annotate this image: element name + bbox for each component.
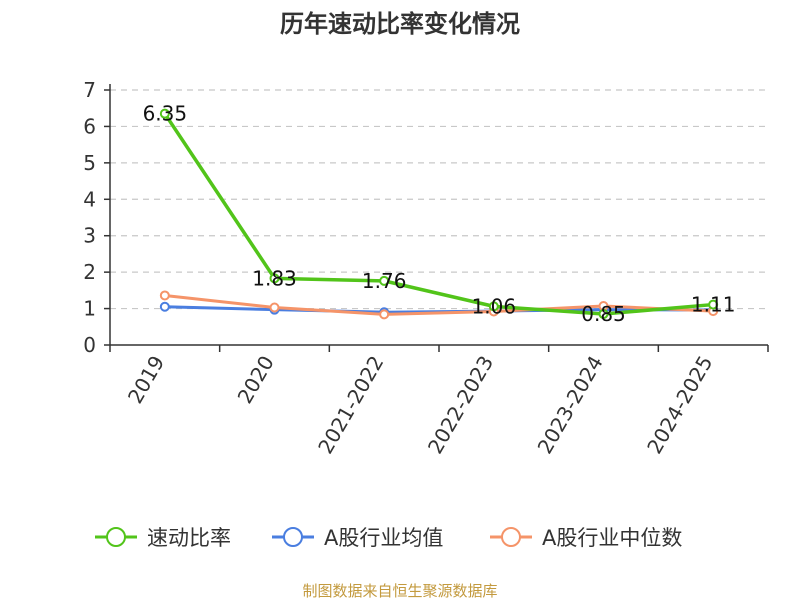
data-label: 6.35 bbox=[143, 102, 188, 126]
x-tick-label: 2019 bbox=[123, 352, 169, 408]
y-tick-label: 1 bbox=[83, 297, 96, 321]
legend-swatch-marker bbox=[283, 527, 303, 547]
legend[interactable]: 速动比率 A股行业均值 A股行业中位数 bbox=[95, 526, 682, 550]
data-labels: 6.35 1.83 1.76 1.06 0.85 1.11 bbox=[143, 102, 736, 326]
axes: 0 1 2 3 4 5 6 7 2019 2020 2021-2022 2022-2023 2023-2… bbox=[83, 78, 769, 458]
source-label: 制图数据来自恒生聚源数据库 bbox=[302, 582, 497, 600]
x-tick-label: 2020 bbox=[233, 352, 279, 408]
data-point[interactable] bbox=[269, 302, 280, 313]
data-point[interactable] bbox=[598, 309, 609, 320]
y-tick-label: 4 bbox=[83, 187, 96, 211]
data-point[interactable] bbox=[488, 301, 499, 312]
series-line bbox=[164, 293, 714, 316]
data-label: 1.06 bbox=[472, 294, 517, 318]
y-tick-label: 3 bbox=[83, 224, 96, 248]
legend-label: A股行业均值 bbox=[324, 526, 443, 550]
x-tick-label: 2022-2023 bbox=[423, 352, 498, 458]
data-label: 1.83 bbox=[252, 266, 297, 290]
y-tick-label: 2 bbox=[83, 260, 96, 284]
legend-item[interactable]: 速动比率 bbox=[95, 526, 231, 550]
legend-swatch-marker bbox=[501, 527, 521, 547]
chart-title: 历年速动比率变化情况 bbox=[280, 10, 520, 38]
legend-label: 速动比率 bbox=[147, 526, 231, 550]
legend-label: A股行业中位数 bbox=[542, 526, 682, 550]
series-line bbox=[163, 112, 714, 316]
y-tick-label: 0 bbox=[83, 333, 96, 357]
y-tick-label: 5 bbox=[83, 151, 96, 175]
legend-item[interactable]: A股行业中位数 bbox=[490, 526, 682, 550]
x-tick-label: 2021-2022 bbox=[313, 352, 388, 458]
x-tick-label: 2023-2024 bbox=[533, 352, 608, 458]
data-label: 1.76 bbox=[362, 269, 407, 293]
series-lines bbox=[159, 108, 719, 320]
data-point[interactable] bbox=[269, 273, 280, 284]
legend-item[interactable]: A股行业均值 bbox=[272, 526, 443, 550]
data-label: 0.85 bbox=[581, 302, 626, 326]
x-tick-label: 2024-2025 bbox=[642, 352, 717, 458]
data-point[interactable] bbox=[159, 108, 170, 119]
y-tick-label: 7 bbox=[83, 78, 96, 102]
legend-swatch-marker bbox=[106, 527, 126, 547]
y-tick-label: 6 bbox=[83, 114, 96, 138]
grid-lines bbox=[110, 89, 768, 310]
data-label: 1.11 bbox=[691, 293, 736, 317]
data-point[interactable] bbox=[379, 309, 390, 320]
data-point[interactable] bbox=[159, 290, 170, 301]
data-point[interactable] bbox=[159, 301, 170, 312]
data-point[interactable] bbox=[708, 299, 719, 310]
data-point[interactable] bbox=[379, 275, 390, 286]
